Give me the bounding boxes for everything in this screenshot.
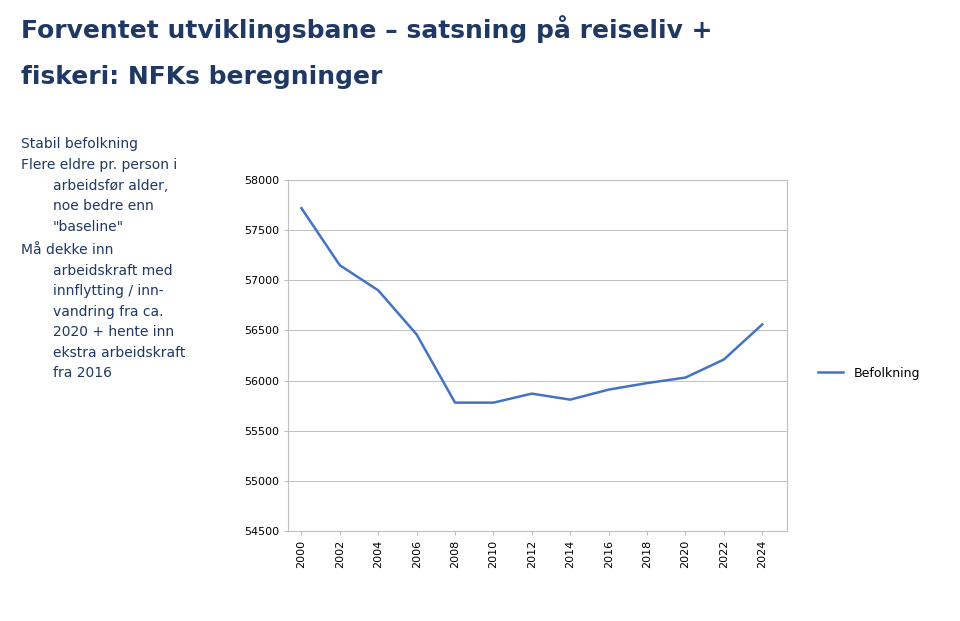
- Legend: Befolkning: Befolkning: [813, 361, 924, 384]
- Text: Teknologi for et bedre samfunn: Teknologi for et bedre samfunn: [595, 584, 864, 600]
- Text: arbeidskraft med: arbeidskraft med: [53, 264, 173, 278]
- Circle shape: [0, 585, 152, 599]
- Text: fiskeri: NFKs beregninger: fiskeri: NFKs beregninger: [21, 65, 382, 89]
- Text: vandring fra ca.: vandring fra ca.: [53, 305, 163, 319]
- Text: noe bedre enn: noe bedre enn: [53, 199, 154, 214]
- Text: 2020 + hente inn: 2020 + hente inn: [53, 325, 174, 340]
- Text: arbeidsfør alder,: arbeidsfør alder,: [53, 179, 168, 193]
- Text: Må dekke inn: Må dekke inn: [21, 243, 113, 258]
- Text: innflytting / inn-: innflytting / inn-: [53, 284, 163, 299]
- Text: "baseline": "baseline": [53, 220, 124, 234]
- Text: 8: 8: [926, 584, 936, 600]
- Text: Stabil befolkning: Stabil befolkning: [21, 137, 138, 151]
- Text: SINTEF: SINTEF: [62, 583, 129, 601]
- Text: ekstra arbeidskraft: ekstra arbeidskraft: [53, 346, 185, 360]
- Text: Forventet utviklingsbane – satsning på reiseliv +: Forventet utviklingsbane – satsning på r…: [21, 16, 712, 43]
- Text: fra 2016: fra 2016: [53, 366, 111, 381]
- Text: Flere eldre pr. person i: Flere eldre pr. person i: [21, 158, 178, 173]
